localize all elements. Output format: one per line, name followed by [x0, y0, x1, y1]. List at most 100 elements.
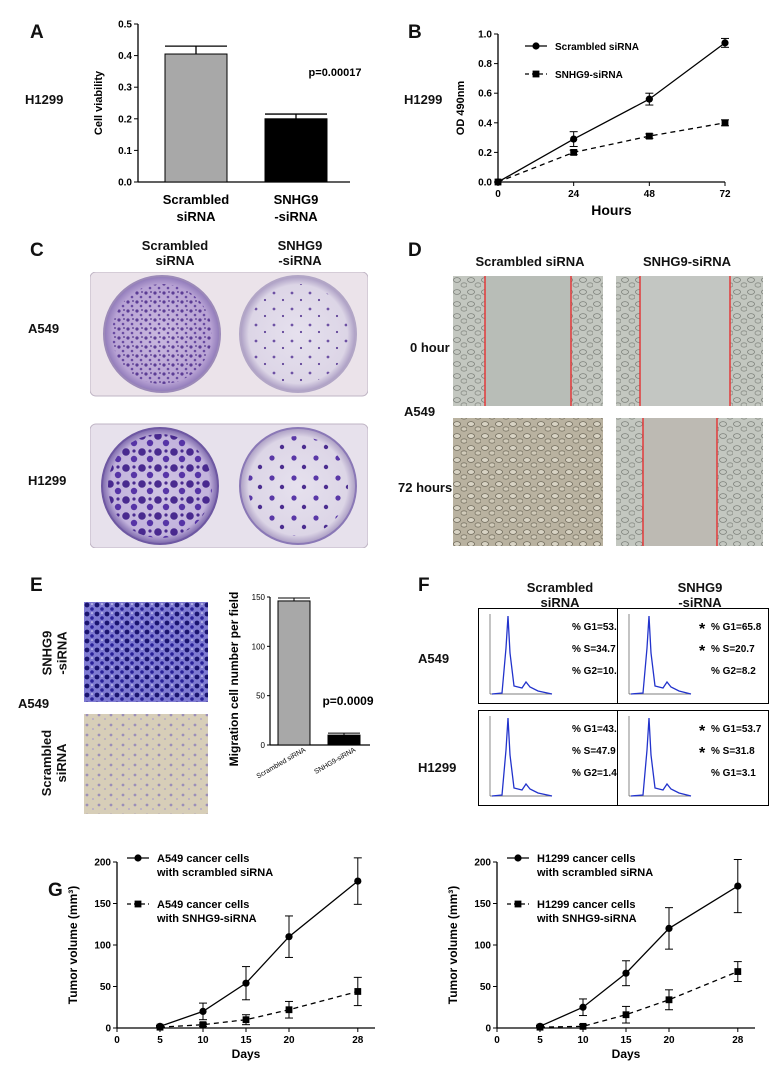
- g2-point: [734, 968, 742, 975]
- panel-a-bar-chart: 0.0 0.1 0.2 0.3 0.4 0.5 Cell viability Scramble…: [93, 20, 362, 225]
- flow-box: % G1=43.9 % S=47.9 % G2=1.4: [478, 710, 630, 806]
- e-bar: [327, 734, 361, 746]
- g1-point: [285, 1006, 293, 1014]
- a-bar: [264, 118, 328, 183]
- panel-letter-d: D: [408, 240, 422, 261]
- g1-x-tick-label: 5: [157, 1035, 163, 1046]
- g2-y-tick-label: 200: [474, 858, 491, 869]
- b-y-tick-label: 0.2: [478, 148, 492, 159]
- b-y-tick-label: 1.0: [478, 30, 492, 41]
- panel-b-cell-line: H1299: [404, 92, 443, 107]
- g2-y-tick-label: 50: [480, 982, 492, 993]
- flow-box: * % G1=65.8 * % S=20.7 % G2=8.2: [617, 608, 769, 704]
- flow-box-frame: [617, 710, 769, 806]
- b-series-line: [497, 42, 726, 183]
- flow-percent-label: % S=47.9: [572, 746, 616, 757]
- panel-letter-b: B: [408, 22, 422, 43]
- panel-letter-g: G: [48, 880, 63, 901]
- a-y-tick-label: 0.0: [118, 178, 132, 189]
- g1-legend-label: A549 cancer cells with scrambled siRNA: [156, 853, 273, 879]
- g1-y-tick-label: 50: [100, 982, 112, 993]
- g2-y-axis-label: Tumor volume (mm³): [446, 886, 460, 1004]
- panel-d-col-scrambled: Scrambled siRNA: [475, 254, 585, 269]
- g1-x-tick-label: 10: [197, 1035, 209, 1046]
- panel-letter-f: F: [418, 575, 430, 596]
- g1-y-tick-label: 100: [94, 941, 111, 952]
- g1-point: [354, 877, 362, 885]
- g2-point: [622, 1011, 630, 1019]
- g2-series-line: [539, 970, 739, 1028]
- g1-point: [242, 979, 250, 987]
- e-category-label: Scrambled siRNA: [256, 747, 308, 781]
- b-series-line: [497, 122, 726, 183]
- flow-significance-star: *: [699, 745, 706, 762]
- g2-x-tick-label: 10: [577, 1035, 589, 1046]
- flow-box-frame: [478, 608, 630, 704]
- g1-x-tick-label: 20: [283, 1035, 295, 1046]
- panel-d-col-snhg9: SNHG9-siRNA: [642, 254, 732, 269]
- a-bar: [164, 53, 228, 183]
- b-legend-label: SNHG9-siRNA: [555, 70, 623, 81]
- flow-percent-label: % G1=3.1: [711, 768, 756, 779]
- g2-x-tick-label: 0: [494, 1035, 500, 1046]
- a-y-axis-label: Cell viability: [93, 70, 105, 135]
- b-point: [645, 95, 653, 103]
- e-y-tick-label: 50: [256, 692, 265, 701]
- a-pvalue: p=0.00017: [309, 67, 362, 79]
- g2-point: [665, 996, 673, 1004]
- panel-letter-a: A: [30, 22, 44, 43]
- g1-point: [242, 1016, 250, 1024]
- flow-percent-label: % S=31.8: [711, 746, 755, 757]
- panel-c-col-snhg9: SNHG9 -siRNA: [277, 238, 323, 268]
- panel-e-cell-line: A549: [18, 696, 50, 711]
- b-legend-marker: [532, 42, 540, 50]
- flow-histogram: [630, 717, 692, 797]
- e-y-axis-label: Migration cell number per field: [227, 592, 241, 767]
- flow-significance-star: *: [699, 643, 706, 660]
- flow-percent-label: % G1=65.8: [711, 622, 762, 633]
- flow-histogram: [491, 717, 553, 797]
- transwell-images: [84, 602, 208, 814]
- g2-x-tick-label: 20: [663, 1035, 675, 1046]
- g1-y-axis-label: Tumor volume (mm³): [66, 886, 80, 1004]
- a-y-tick-label: 0.4: [118, 51, 132, 62]
- g1-x-tick-label: 0: [114, 1035, 120, 1046]
- g2-y-tick-label: 0: [485, 1024, 491, 1035]
- b-x-tick-label: 48: [644, 189, 656, 200]
- panel-f-row-a549: A549: [418, 651, 450, 666]
- g1-point: [199, 1007, 207, 1015]
- flow-percent-label: % G1=43.9: [572, 724, 623, 735]
- b-y-axis-label: OD 490nm: [455, 81, 467, 136]
- b-x-tick-label: 24: [568, 189, 580, 200]
- wound-healing-images: [453, 276, 763, 546]
- panel-d-row-72h: 72 hours: [398, 480, 453, 495]
- flow-percent-label: % S=34.7: [572, 644, 616, 655]
- b-point: [721, 39, 729, 47]
- b-point: [494, 178, 502, 186]
- g2-legend-marker: [514, 900, 522, 908]
- e-category-label: SNHG9-siRNA: [313, 747, 357, 776]
- g1-y-tick-label: 0: [105, 1024, 111, 1035]
- b-x-tick-label: 0: [495, 189, 501, 200]
- panel-c-row-h1299: H1299: [28, 473, 67, 488]
- flow-percent-label: % G2=1.4: [572, 768, 617, 779]
- g1-y-tick-label: 150: [94, 899, 111, 910]
- g2-legend-marker: [514, 854, 522, 862]
- flow-box: % G1=53.0 % S=34.7 % G2=10.4: [478, 608, 630, 704]
- flow-percent-label: % G1=53.0: [572, 622, 623, 633]
- b-y-tick-label: 0.6: [478, 89, 492, 100]
- a-y-tick-label: 0.5: [118, 20, 132, 31]
- flow-box-frame: [478, 710, 630, 806]
- e-y-tick-label: 150: [252, 593, 266, 602]
- g2-x-axis-label: Days: [612, 1047, 641, 1061]
- g1-legend-marker: [134, 854, 142, 862]
- e-y-tick-label: 100: [252, 642, 266, 651]
- g2-x-tick-label: 28: [732, 1035, 744, 1046]
- panel-f-col-snhg9: SNHG9 -siRNA: [677, 580, 723, 610]
- a-y-tick-label: 0.3: [118, 83, 132, 94]
- g2-point: [579, 1003, 587, 1011]
- flow-significance-star: *: [699, 723, 706, 740]
- b-point: [721, 119, 729, 127]
- panel-e-row-snhg9-wrap: SNHG9 -siRNA: [14, 613, 94, 693]
- flow-histogram: [630, 615, 692, 695]
